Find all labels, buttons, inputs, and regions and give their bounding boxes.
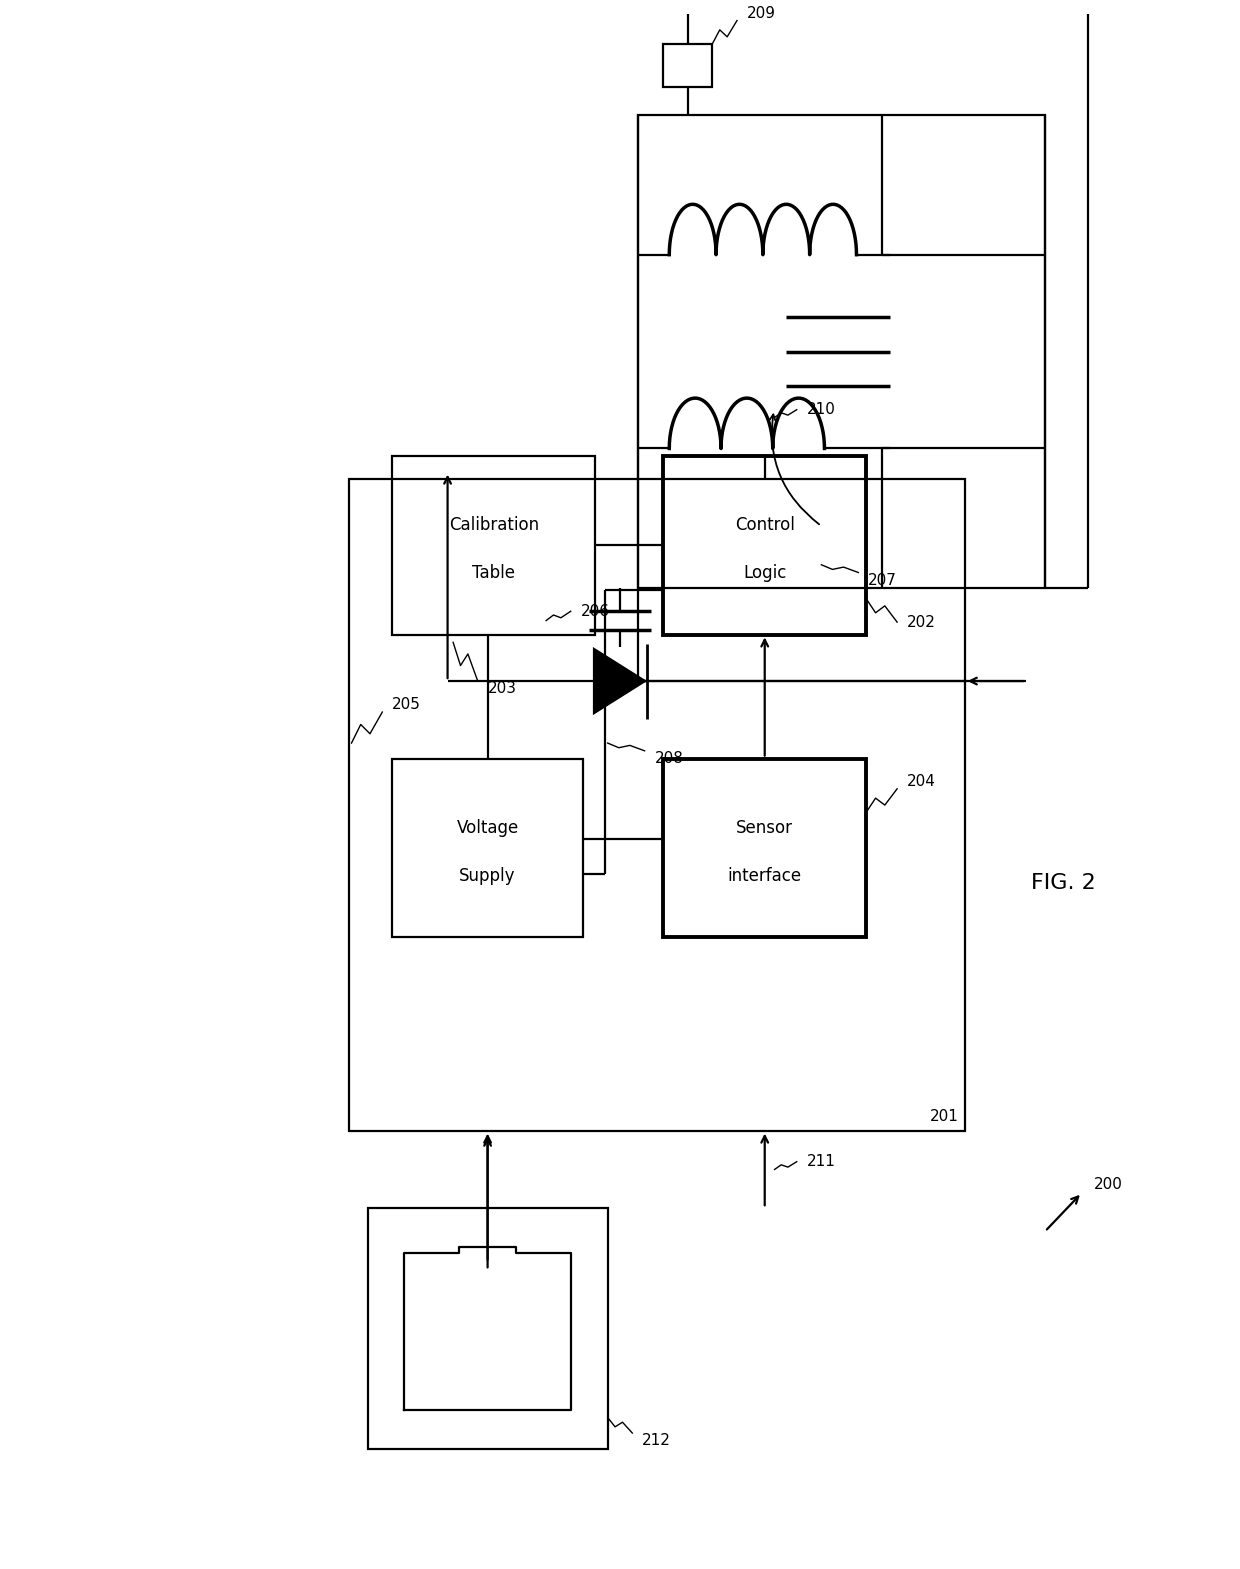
Bar bbox=[663, 758, 867, 937]
Text: 200: 200 bbox=[1094, 1177, 1123, 1192]
Text: 205: 205 bbox=[392, 697, 422, 712]
Text: 206: 206 bbox=[580, 604, 610, 618]
Text: 204: 204 bbox=[906, 774, 936, 789]
Bar bbox=[367, 1208, 608, 1448]
Text: Voltage: Voltage bbox=[456, 819, 518, 836]
Text: FIG. 2: FIG. 2 bbox=[1030, 872, 1096, 893]
Bar bbox=[663, 457, 867, 634]
Bar bbox=[392, 758, 583, 937]
Text: Calibration: Calibration bbox=[449, 516, 539, 533]
Text: 209: 209 bbox=[746, 6, 776, 20]
Text: Logic: Logic bbox=[743, 565, 786, 582]
Text: Table: Table bbox=[472, 565, 516, 582]
Bar bbox=[392, 457, 595, 634]
Text: 201: 201 bbox=[930, 1109, 959, 1125]
Text: Supply: Supply bbox=[459, 866, 516, 885]
Bar bbox=[663, 44, 712, 88]
Text: 210: 210 bbox=[806, 402, 836, 417]
Text: Sensor: Sensor bbox=[737, 819, 794, 836]
Text: 203: 203 bbox=[487, 681, 517, 697]
Polygon shape bbox=[593, 646, 647, 715]
Bar bbox=[639, 115, 1045, 588]
Text: 211: 211 bbox=[806, 1155, 836, 1169]
Text: 207: 207 bbox=[868, 573, 897, 587]
Text: Control: Control bbox=[735, 516, 795, 533]
Text: 202: 202 bbox=[906, 615, 936, 629]
Text: interface: interface bbox=[728, 866, 802, 885]
Text: 208: 208 bbox=[655, 752, 683, 766]
Bar bbox=[348, 480, 965, 1131]
Text: 212: 212 bbox=[642, 1432, 671, 1448]
